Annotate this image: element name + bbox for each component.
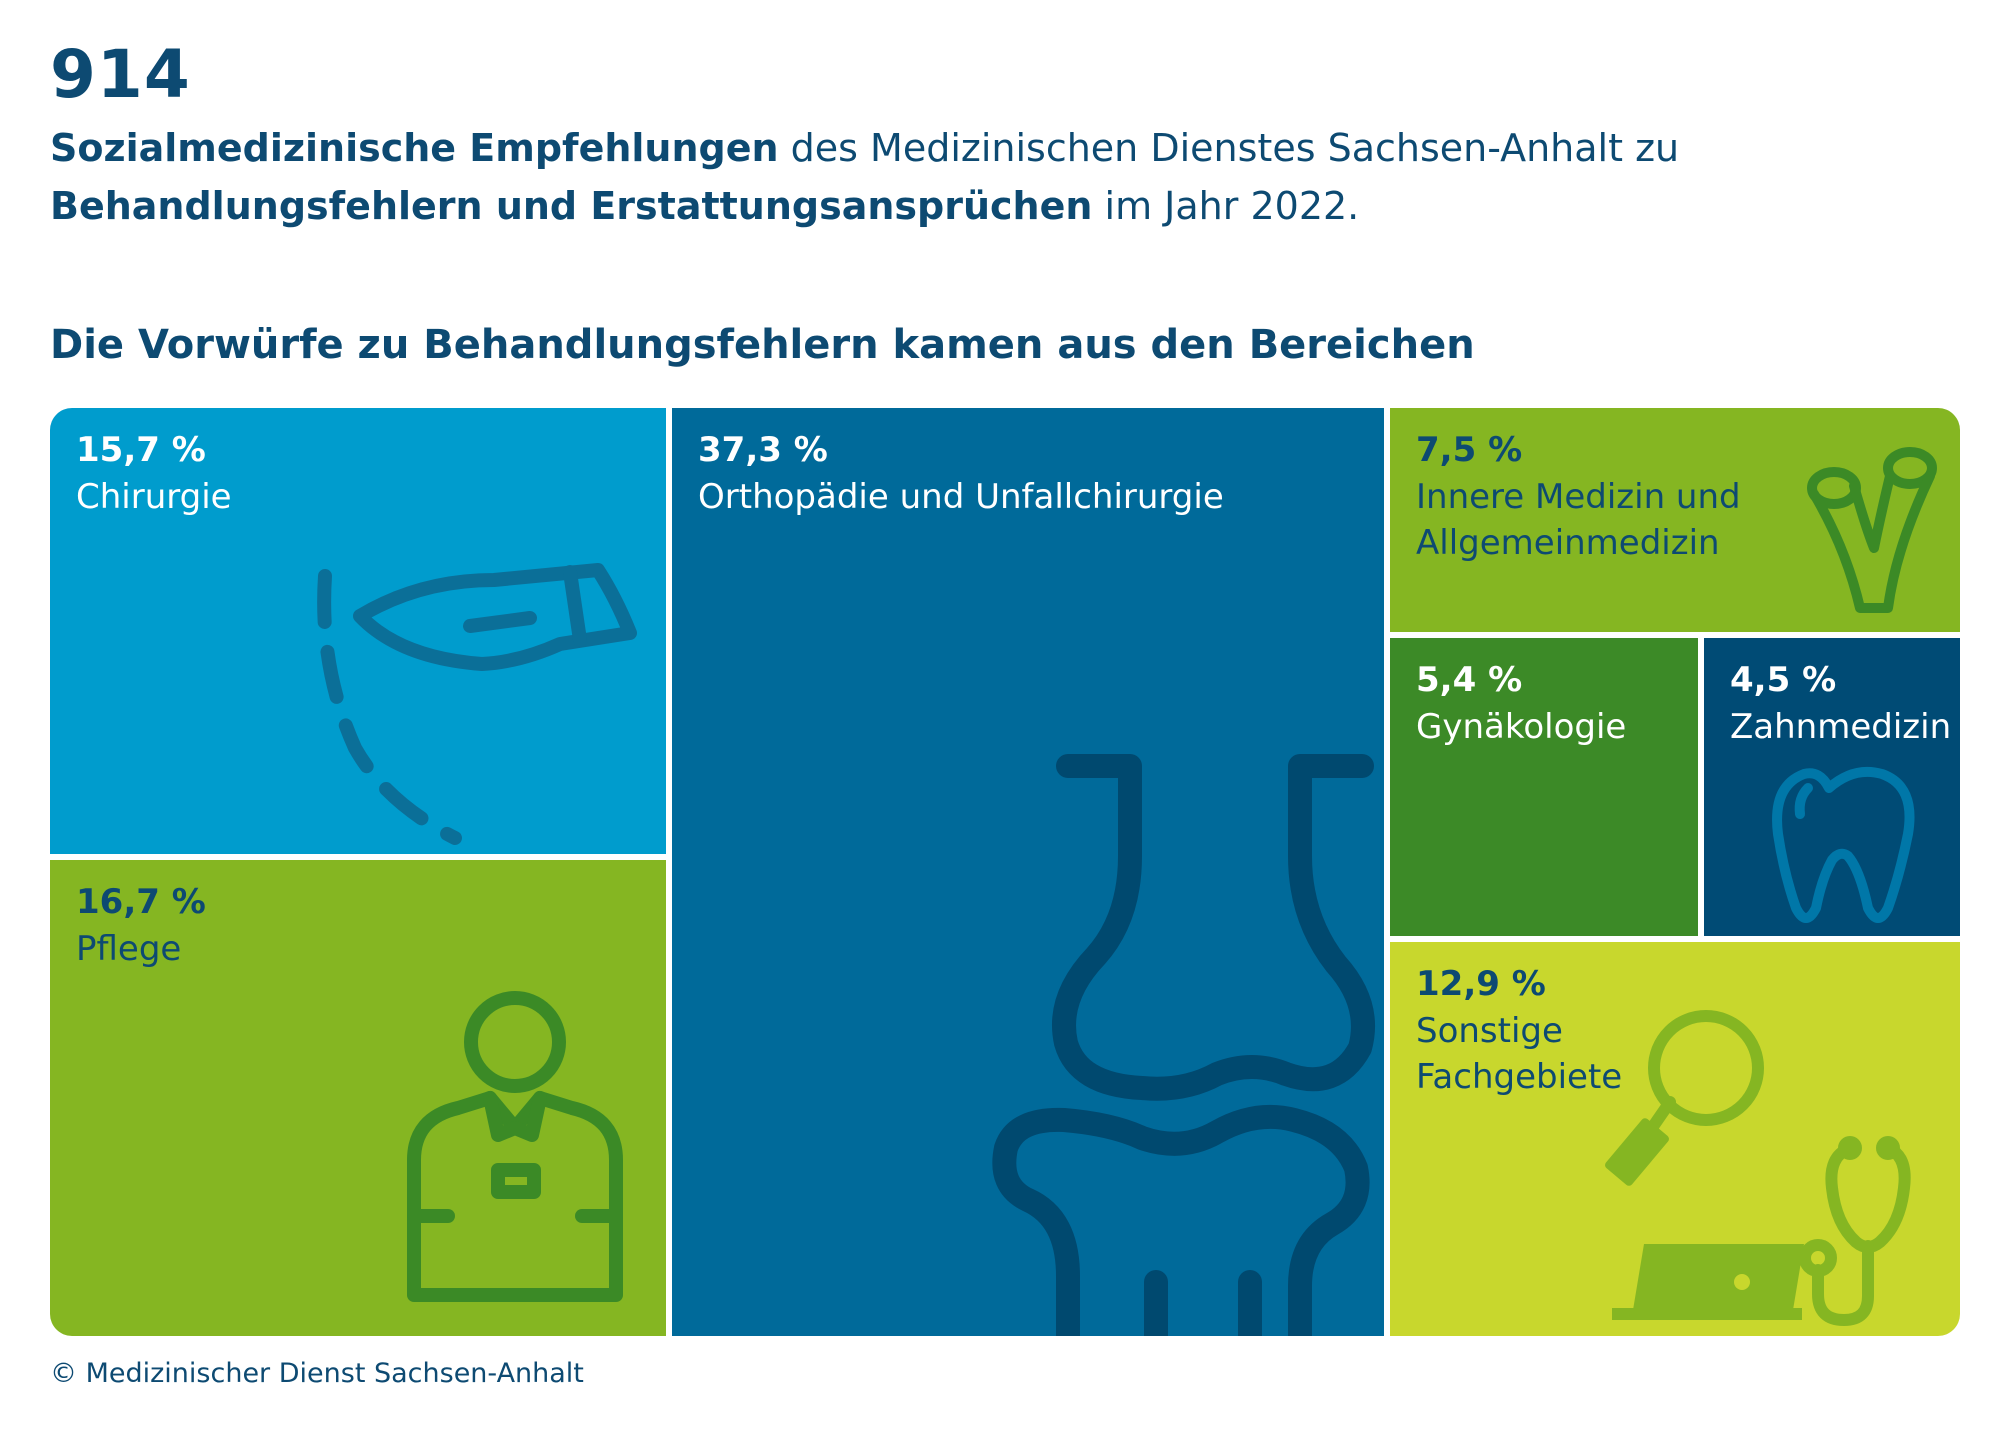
headline-line-2-rest: im Jahr 2022.: [1092, 184, 1360, 228]
tile-percent: 5,4 %: [1416, 660, 1523, 700]
tile-pflege: 16,7 % Pflege: [50, 860, 666, 1336]
tile-label: Pflege: [76, 929, 182, 969]
tile-label: Innere Medizin und Allgemeinmedizin: [1416, 477, 1741, 563]
tile-percent: 15,7 %: [76, 430, 206, 470]
tile-percent: 4,5 %: [1730, 660, 1837, 700]
tile-percent: 12,9 %: [1416, 964, 1546, 1004]
tile-percent: 37,3 %: [698, 430, 828, 470]
tooth-icon: [1772, 766, 1915, 923]
tile-label: Orthopädie und Unfallchirurgie: [698, 477, 1224, 517]
headline-line-1-bold: Sozialmedizinische Empfehlungen: [50, 126, 779, 170]
search-laptop-stethoscope-icon: [1605, 1010, 1911, 1326]
treemap-chart: 15,7 % Chirurgie 16,7 % Pflege 3: [50, 408, 1960, 1336]
tile-percent: 16,7 %: [76, 882, 206, 922]
knee-joint-icon: [992, 754, 1375, 1336]
nurse-icon: [407, 991, 623, 1302]
headline-line-1-rest: des Medizinischen Dienstes Sachsen-Anhal…: [778, 126, 1680, 170]
total-count: 914: [50, 36, 191, 113]
tile-sonstige: 12,9 % Sonstige Fachgebiete: [1390, 942, 1960, 1336]
copyright-footer: © Medizinischer Dienst Sachsen-Anhalt: [50, 1358, 584, 1389]
headline-line-2: Behandlungsfehlern und Erstattungsansprü…: [50, 184, 1359, 228]
tile-orthopaedie: 37,3 % Orthopädie und Unfallchirurgie: [672, 408, 1384, 1336]
tile-label: Sonstige Fachgebiete: [1416, 1011, 1623, 1097]
tile-gynaekologie: 5,4 % Gynäkologie: [1390, 638, 1698, 936]
bronchi-icon: [1807, 447, 1937, 613]
tile-percent: 7,5 %: [1416, 430, 1523, 470]
tile-label: Chirurgie: [76, 477, 232, 517]
tile-label: Zahnmedizin: [1730, 707, 1952, 747]
headline-line-2-bold: Behandlungsfehlern und Erstattungsansprü…: [50, 184, 1093, 228]
scalpel-icon: [317, 563, 637, 845]
tile-innere-medizin: 7,5 % Innere Medizin und Allgemeinmedizi…: [1390, 408, 1960, 632]
chart-title: Die Vorwürfe zu Behandlungsfehlern kamen…: [50, 322, 1475, 368]
tile-chirurgie: 15,7 % Chirurgie: [50, 408, 666, 854]
tile-label: Gynäkologie: [1416, 707, 1627, 747]
headline-line-1: Sozialmedizinische Empfehlungen des Medi…: [50, 126, 1679, 170]
tile-zahnmedizin: 4,5 % Zahnmedizin: [1704, 638, 1960, 936]
